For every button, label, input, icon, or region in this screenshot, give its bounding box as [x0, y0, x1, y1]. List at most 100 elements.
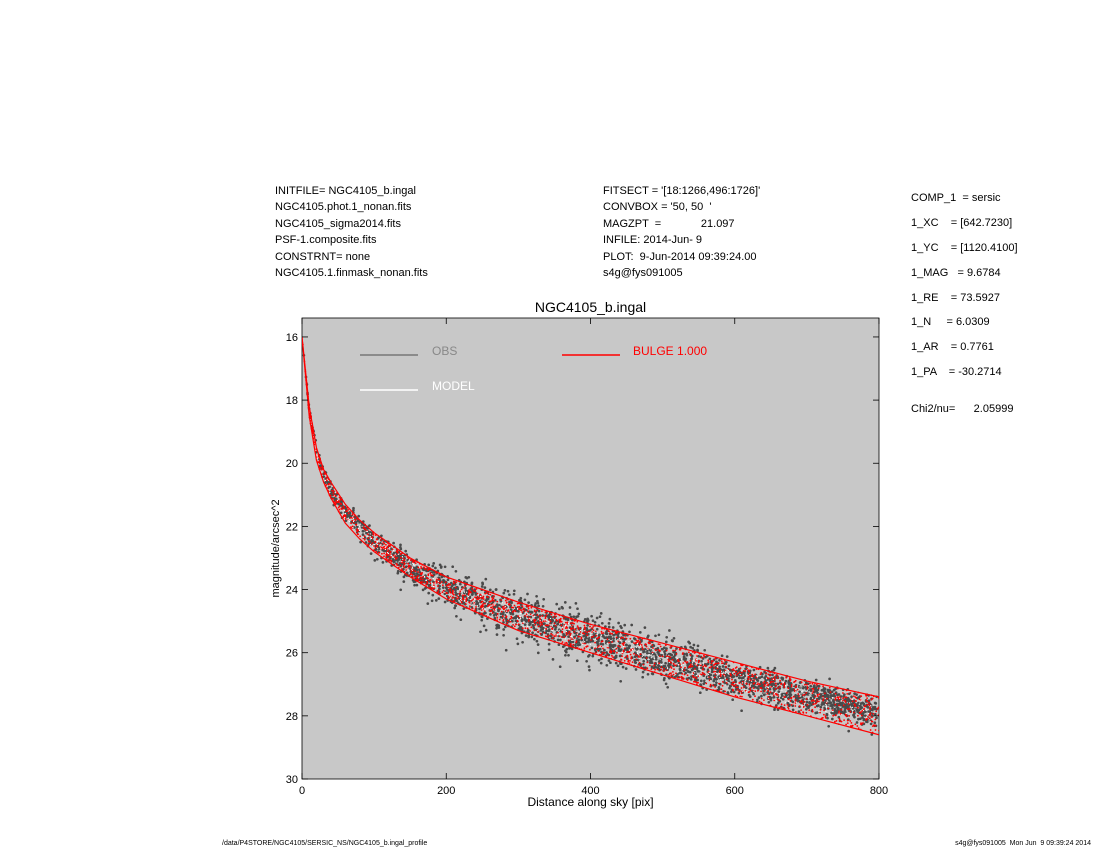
bulge-point: [698, 659, 700, 662]
x-tick-label: 200: [437, 785, 455, 797]
obs-point: [769, 698, 773, 702]
bulge-point: [530, 626, 533, 629]
model-point: [470, 599, 472, 601]
obs-point: [357, 514, 361, 518]
bulge-point: [787, 687, 790, 690]
model-point: [432, 583, 434, 585]
obs-point: [801, 686, 805, 690]
bulge-point: [371, 542, 374, 544]
bulge-point: [590, 636, 593, 638]
bulge-point: [597, 649, 600, 652]
bulge-point: [758, 700, 761, 703]
bulge-point: [853, 703, 856, 706]
obs-point: [480, 615, 484, 619]
bulge-point: [527, 610, 529, 613]
model-point: [407, 570, 409, 572]
obs-point: [727, 664, 731, 668]
obs-point: [576, 607, 579, 611]
model-point: [822, 697, 824, 699]
model-point: [799, 695, 801, 697]
bulge-point: [832, 714, 835, 717]
bulge-point: [788, 677, 791, 679]
header_mid-line: INFILE: 2014-Jun- 9: [603, 234, 703, 247]
obs-point: [607, 653, 611, 657]
bulge-point: [362, 537, 365, 540]
model-point: [767, 687, 770, 689]
obs-point: [699, 679, 703, 683]
obs-point: [865, 705, 869, 708]
bulge-point: [759, 673, 762, 676]
obs-point: [509, 608, 513, 612]
obs-point: [628, 630, 631, 634]
obs-point: [771, 673, 774, 677]
bulge-point: [561, 628, 564, 631]
model-point: [420, 569, 422, 571]
bulge-point: [487, 593, 490, 595]
model-point: [390, 553, 392, 555]
obs-point: [663, 652, 667, 656]
bulge-point: [585, 645, 588, 648]
bulge-point: [760, 690, 762, 693]
bulge-point: [871, 725, 874, 727]
bulge-point: [399, 553, 402, 556]
model-point: [558, 623, 561, 625]
model-point: [424, 575, 426, 578]
model-point: [725, 670, 727, 672]
obs-point: [528, 610, 531, 614]
bulge-point: [824, 716, 827, 719]
bulge-point: [806, 704, 809, 706]
model-point: [352, 516, 354, 518]
obs-point: [535, 594, 538, 598]
obs-point: [568, 647, 571, 650]
obs-point: [597, 658, 601, 662]
obs-point: [642, 659, 646, 663]
obs-point: [830, 694, 834, 697]
bulge-point: [502, 619, 505, 622]
bulge-point: [745, 682, 748, 685]
bulge-point: [630, 648, 632, 651]
model-point: [782, 682, 785, 684]
model-point: [765, 692, 767, 694]
obs-point: [604, 639, 608, 643]
legend-obs-label: OBS: [432, 344, 457, 358]
bulge-point: [611, 632, 613, 635]
bulge-point: [564, 621, 567, 624]
obs-point: [837, 693, 841, 696]
bulge-point: [325, 484, 328, 486]
bulge-point: [635, 654, 638, 656]
bulge-point: [541, 615, 544, 617]
model-point: [785, 691, 787, 693]
obs-point: [646, 651, 649, 655]
obs-point: [815, 704, 819, 708]
model-point: [708, 671, 710, 673]
obs-point: [558, 665, 562, 669]
obs-point: [454, 604, 457, 607]
bulge-point: [429, 582, 432, 585]
bulge-point: [492, 607, 494, 610]
model-point: [840, 714, 843, 716]
obs-point: [561, 606, 564, 610]
bulge-point: [420, 576, 423, 579]
bulge-point: [552, 616, 555, 618]
obs-point: [523, 598, 527, 602]
obs-point: [510, 601, 513, 605]
footer-path: /data/P4STORE/NGC4105/SERSIC_NS/NGC4105_…: [222, 840, 428, 847]
bulge-point: [789, 700, 792, 702]
bulge-point: [628, 662, 631, 664]
bulge-point: [363, 535, 366, 537]
bulge-point: [344, 517, 347, 520]
model-point: [460, 598, 462, 601]
obs-point: [772, 668, 776, 672]
obs-point: [564, 617, 568, 621]
obs-point: [624, 667, 628, 670]
bulge-point: [683, 673, 686, 676]
model-point: [520, 616, 522, 618]
bulge-point: [834, 720, 836, 723]
obs-point: [709, 673, 713, 677]
obs-point: [718, 665, 721, 669]
bulge-point: [522, 608, 525, 611]
bulge-point: [555, 615, 557, 618]
bulge-point: [350, 526, 352, 528]
bulge-point: [414, 570, 417, 573]
obs-point: [663, 655, 667, 659]
